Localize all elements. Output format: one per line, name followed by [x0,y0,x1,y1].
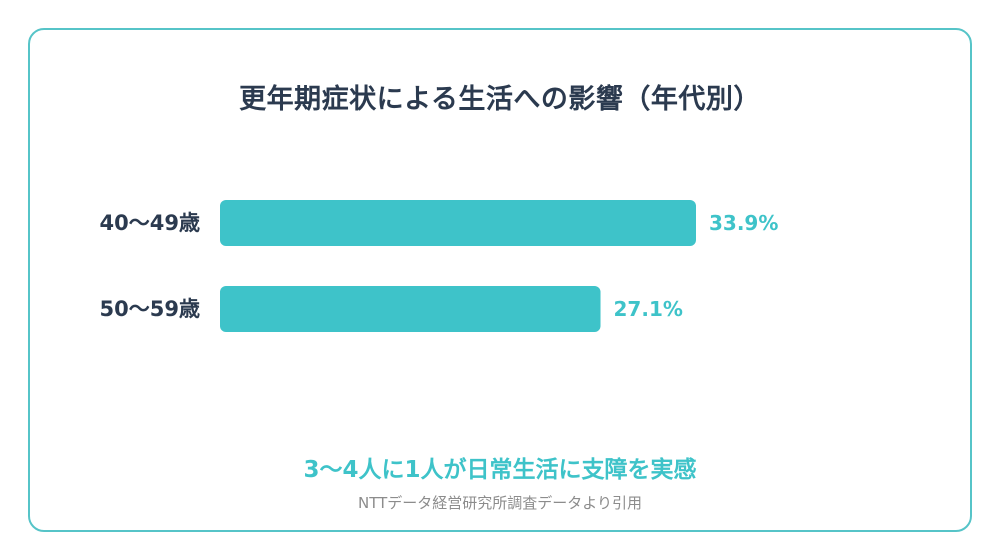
bar [220,286,601,332]
chart-card [28,28,972,532]
source-citation: NTTデータ経営研究所調査データより引用 [358,494,642,512]
value-label: 27.1% [614,297,683,321]
bar [220,200,696,246]
category-label: 50〜59歳 [100,297,200,321]
headline: 3〜4人に1人が日常生活に支障を実感 [303,457,697,483]
chart-title: 更年期症状による生活への影響（年代別） [239,84,761,115]
category-label: 40〜49歳 [100,211,200,235]
value-label: 33.9% [709,211,778,235]
